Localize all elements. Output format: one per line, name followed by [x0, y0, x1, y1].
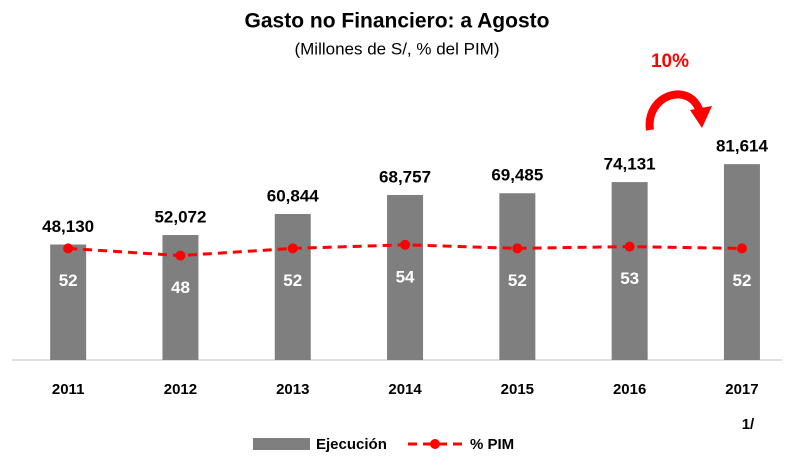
- x-tick-label: 2012: [164, 381, 197, 398]
- line-value-label: 52: [508, 271, 527, 290]
- line-value-label: 52: [59, 271, 78, 290]
- chart-subtitle: (Millones de S/, % del PIM): [294, 39, 499, 58]
- line-value-label: 53: [620, 269, 639, 288]
- category-note: 1/: [742, 416, 755, 433]
- line-value-label: 54: [396, 267, 415, 286]
- bar-value-label: 69,485: [491, 166, 543, 185]
- legend-label: % PIM: [470, 436, 514, 453]
- bar: [611, 182, 648, 360]
- x-tick-label: 2016: [613, 381, 646, 398]
- bar: [274, 213, 311, 360]
- bar-value-label: 48,130: [42, 217, 94, 236]
- bar: [387, 194, 424, 360]
- bar-value-label: 81,614: [716, 137, 769, 156]
- line-point: [400, 239, 411, 250]
- x-tick-label: 2017: [725, 381, 758, 398]
- x-tick-label: 2011: [52, 381, 85, 398]
- bar: [723, 164, 760, 360]
- line-point: [63, 243, 74, 254]
- growth-arrowhead: [690, 106, 712, 128]
- line-point: [287, 243, 298, 254]
- line-value-label: 52: [283, 271, 302, 290]
- growth-annotation: 10%: [651, 51, 689, 72]
- line-point: [624, 241, 635, 252]
- line-value-label: 52: [732, 271, 751, 290]
- line-point: [512, 243, 523, 254]
- bar: [499, 193, 536, 360]
- bar-value-label: 68,757: [379, 167, 431, 186]
- x-tick-label: 2013: [276, 381, 309, 398]
- line-point: [175, 250, 186, 261]
- chart-title: Gasto no Financiero: a Agosto: [245, 10, 550, 33]
- bar-value-label: 74,131: [604, 155, 656, 174]
- x-tick-label: 2015: [501, 381, 534, 398]
- legend-swatch: [430, 439, 440, 449]
- growth-arrow: [645, 90, 704, 131]
- legend-swatch: [253, 438, 310, 450]
- bar-value-label: 52,072: [154, 208, 206, 227]
- legend-label: Ejecución: [316, 436, 387, 453]
- bar: [50, 244, 87, 360]
- x-tick-label: 2014: [388, 381, 422, 398]
- line-point: [736, 243, 747, 254]
- bar-value-label: 60,844: [267, 186, 320, 205]
- line-value-label: 48: [171, 278, 190, 297]
